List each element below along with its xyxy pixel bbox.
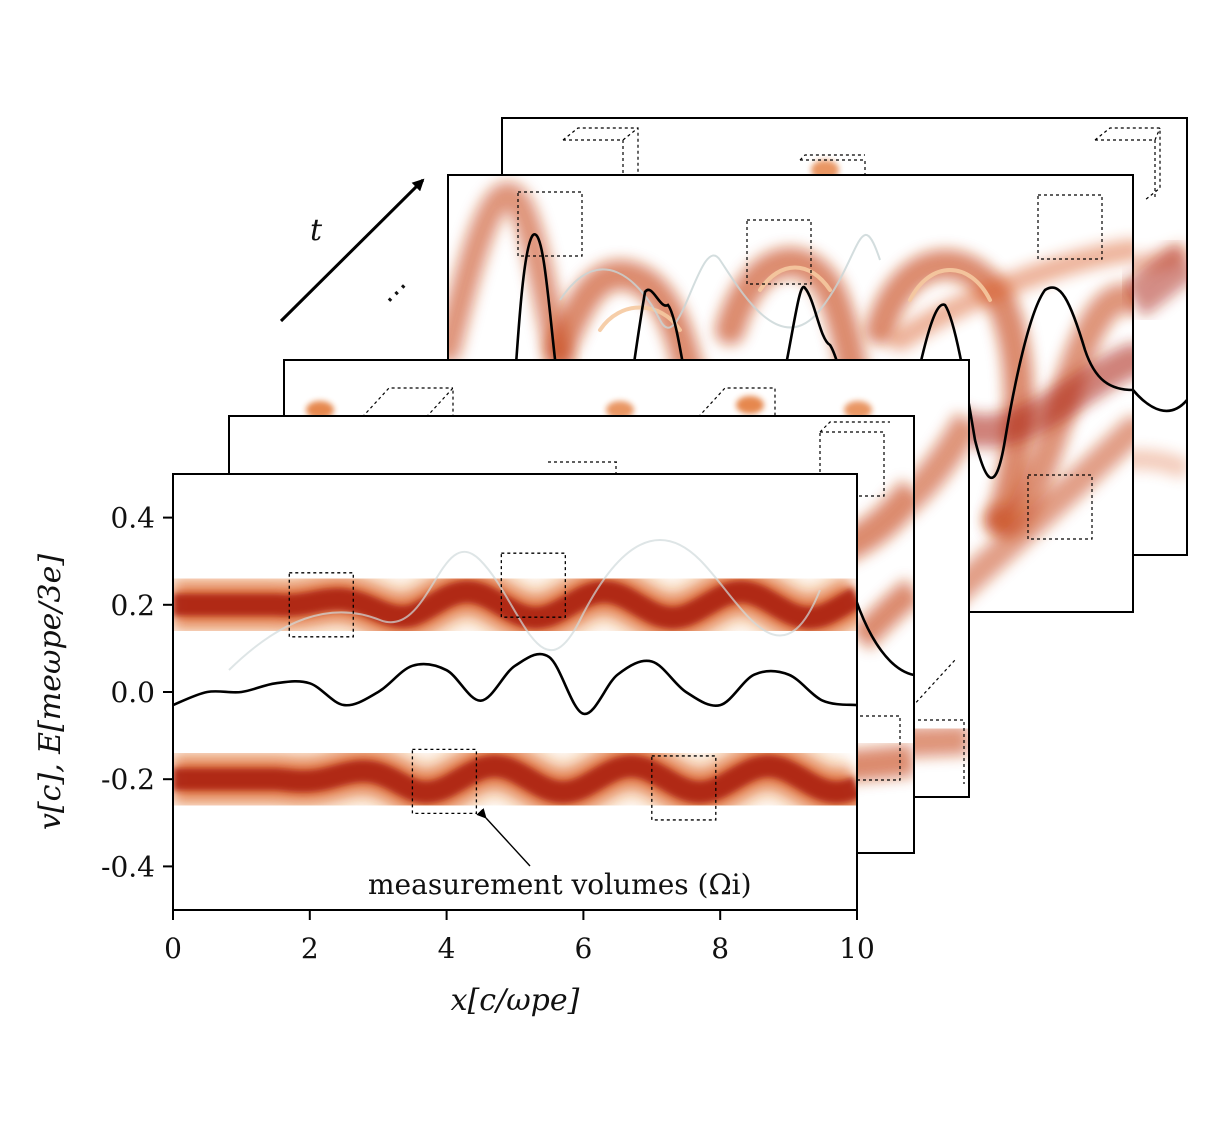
y-tick-label: 0.4 — [110, 502, 155, 535]
annotation-text: measurement volumes (Ωi) — [368, 868, 752, 901]
x-tick-label: 4 — [438, 932, 456, 965]
y-tick-label: -0.4 — [101, 850, 155, 883]
y-tick-label: 0.2 — [110, 589, 155, 622]
beam-core-1 — [173, 755, 857, 804]
x-axis: 0 2 4 6 8 10 — [164, 910, 875, 965]
y-axis: 0.4 0.2 0.0 -0.2 -0.4 — [101, 502, 173, 883]
measurement-volume — [411, 748, 478, 815]
y-tick-label: 0.0 — [110, 676, 155, 709]
ellipsis: ⋯ — [374, 271, 417, 314]
annotation-arrow — [476, 807, 531, 867]
time-axis-label: t — [310, 213, 323, 248]
x-tick-label: 2 — [301, 932, 319, 965]
x-axis-label: x[c/ωpe] — [451, 983, 580, 1018]
measurement-volume — [651, 755, 717, 821]
field-line — [173, 652, 857, 716]
x-tick-label: 10 — [839, 932, 875, 965]
time-arrow — [279, 178, 425, 323]
y-tick-label: -0.2 — [101, 763, 155, 796]
frame-4-right-strip — [1122, 242, 1187, 413]
x-tick-label: 8 — [711, 932, 729, 965]
measurement-volume — [288, 572, 354, 638]
x-tick-label: 0 — [164, 932, 182, 965]
measurement-volume — [500, 552, 566, 618]
frame-3-heatmap — [448, 181, 1133, 612]
y-axis-label: v[c], E[meωpe/3e] — [33, 554, 68, 830]
front-frame: measurement volumes (Ωi) — [172, 473, 858, 911]
x-tick-label: 6 — [574, 932, 592, 965]
